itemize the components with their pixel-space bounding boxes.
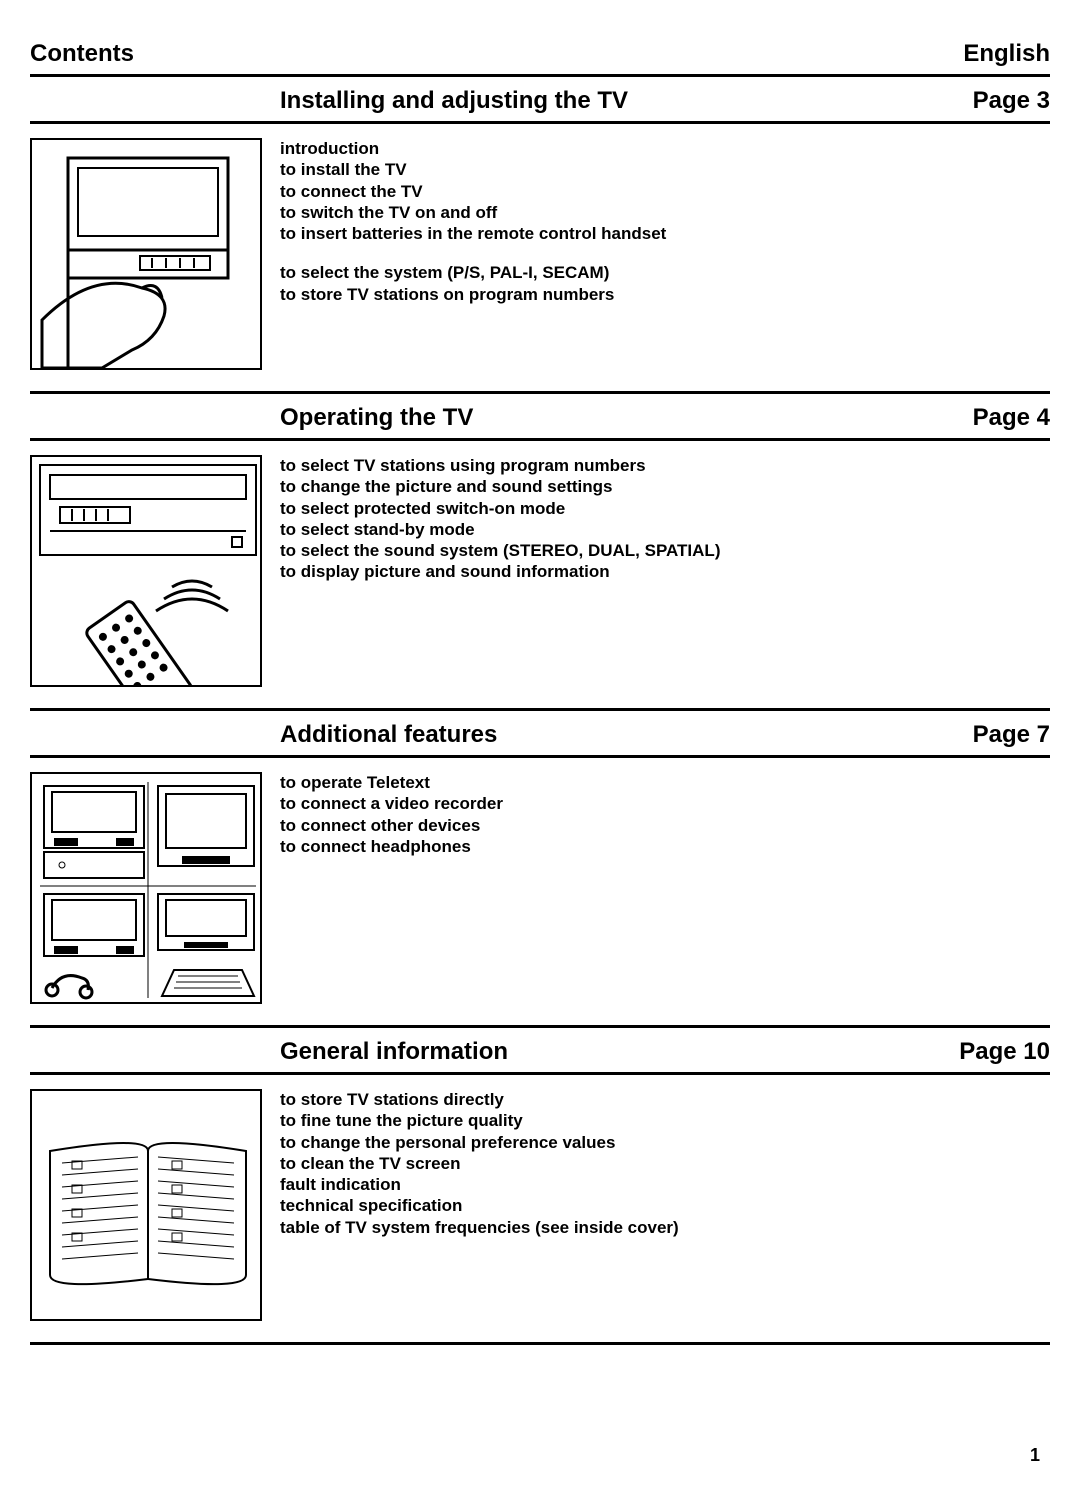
section-head-installing: Installing and adjusting the TV Page 3 (30, 77, 1050, 124)
toc-item: to store TV stations directly (280, 1089, 1050, 1110)
toc-item: to operate Teletext (280, 772, 1050, 793)
toc-item: to connect the TV (280, 181, 1050, 202)
illustration-install-tv (30, 138, 262, 370)
illustration-devices (30, 772, 262, 1004)
toc-item: to change the personal preference values (280, 1132, 1050, 1153)
section-title: Operating the TV (280, 404, 973, 432)
toc-item: technical specification (280, 1195, 1050, 1216)
section-text: to select TV stations using program numb… (280, 455, 1050, 583)
toc-item: table of TV system frequencies (see insi… (280, 1217, 1050, 1238)
toc-item: to insert batteries in the remote contro… (280, 223, 1050, 244)
section-head-operating: Operating the TV Page 4 (30, 394, 1050, 441)
toc-item: to connect a video recorder (280, 793, 1050, 814)
toc-item: to select protected switch-on mode (280, 498, 1050, 519)
section-title: Additional features (280, 721, 973, 749)
toc-item: introduction (280, 138, 1050, 159)
illustration-open-book (30, 1089, 262, 1321)
toc-item: fault indication (280, 1174, 1050, 1195)
header-bar: Contents English (30, 40, 1050, 77)
section-page: Page 10 (959, 1038, 1050, 1066)
contents-label: Contents (30, 40, 134, 68)
section-text: to operate Teletext to connect a video r… (280, 772, 1050, 857)
toc-item: to select the sound system (STEREO, DUAL… (280, 540, 1050, 561)
section-page: Page 7 (973, 721, 1050, 749)
toc-item: to switch the TV on and off (280, 202, 1050, 223)
section-page: Page 4 (973, 404, 1050, 432)
toc-item: to connect other devices (280, 815, 1050, 836)
toc-item: to connect headphones (280, 836, 1050, 857)
toc-item: to select stand-by mode (280, 519, 1050, 540)
toc-item: to install the TV (280, 159, 1050, 180)
toc-item: to select TV stations using program numb… (280, 455, 1050, 476)
section-text: to store TV stations directly to fine tu… (280, 1089, 1050, 1238)
section-body-general: to store TV stations directly to fine tu… (30, 1075, 1050, 1345)
illustration-remote-tv (30, 455, 262, 687)
toc-item: to select the system (P/S, PAL-I, SECAM) (280, 262, 1050, 283)
toc-item: to clean the TV screen (280, 1153, 1050, 1174)
toc-item: to change the picture and sound settings (280, 476, 1050, 497)
section-title: General information (280, 1038, 959, 1066)
section-head-additional: Additional features Page 7 (30, 711, 1050, 758)
toc-item: to fine tune the picture quality (280, 1110, 1050, 1131)
section-body-installing: introduction to install the TV to connec… (30, 124, 1050, 394)
section-text: introduction to install the TV to connec… (280, 138, 1050, 305)
toc-item: to display picture and sound information (280, 561, 1050, 582)
page-number: 1 (30, 1445, 1050, 1466)
section-head-general: General information Page 10 (30, 1028, 1050, 1075)
toc-item: to store TV stations on program numbers (280, 284, 1050, 305)
section-body-operating: to select TV stations using program numb… (30, 441, 1050, 711)
language-label: English (963, 40, 1050, 68)
section-body-additional: to operate Teletext to connect a video r… (30, 758, 1050, 1028)
section-page: Page 3 (973, 87, 1050, 115)
section-title: Installing and adjusting the TV (280, 87, 973, 115)
